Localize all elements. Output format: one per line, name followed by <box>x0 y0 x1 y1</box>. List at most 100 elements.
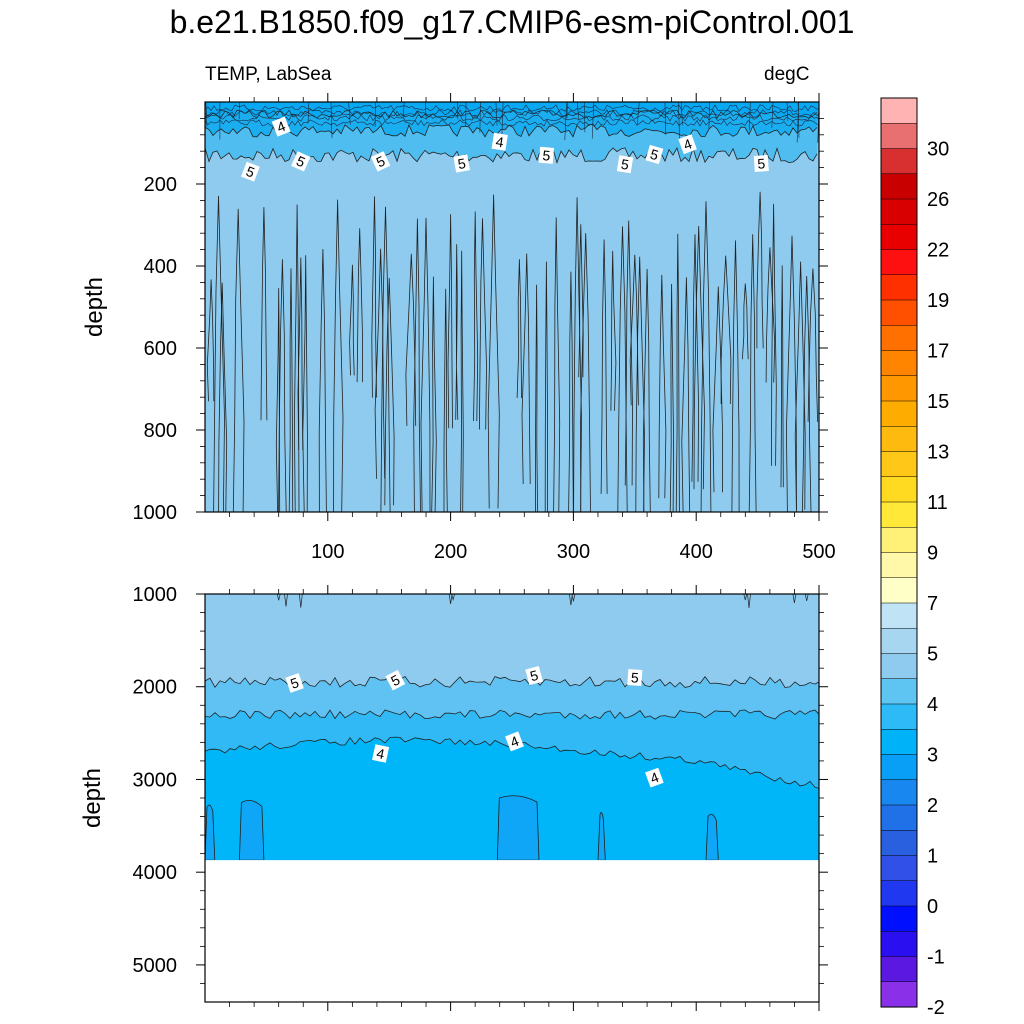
contour-label: 5 <box>645 144 664 165</box>
colorbar-swatch <box>880 400 918 427</box>
x-tick-label: 400 <box>680 541 713 563</box>
units-subtitle: degC <box>764 64 810 85</box>
convection-contour <box>374 248 386 479</box>
x-tick-label: 100 <box>311 541 344 563</box>
contour-label-box <box>370 151 391 172</box>
deep-cold-patch <box>238 799 265 861</box>
contour-line <box>205 104 819 113</box>
contour-line <box>749 102 751 130</box>
convection-contour <box>356 228 363 383</box>
contour-line <box>664 102 667 135</box>
x-tick-label: 200 <box>434 541 467 563</box>
contour-label-box <box>505 731 524 752</box>
y-tick-label: 600 <box>144 338 177 360</box>
contour-line <box>584 102 586 133</box>
contour-label: 5 <box>385 669 406 691</box>
contour-line <box>348 102 351 125</box>
contour-line <box>479 102 481 133</box>
colorbar-swatch <box>880 703 918 730</box>
convection-contour <box>318 248 327 512</box>
colorbar-swatch <box>880 855 918 882</box>
colorbar-label: 17 <box>927 341 949 363</box>
convection-contour <box>333 199 344 512</box>
convection-contour <box>600 239 608 494</box>
convection-contour <box>700 201 712 512</box>
colorbar-swatch <box>880 249 918 276</box>
contour-label-box <box>271 116 291 137</box>
contour-label-box <box>285 673 304 693</box>
convection-contour <box>451 594 455 601</box>
lower-panel: 5 5 5 5 4 4 4 1000 2000 3000 4000 5000 depth <box>79 584 828 1011</box>
lower-y-axis-label: depth <box>79 768 106 828</box>
colorbar: 30 26 22 19 17 15 13 11 9 7 5 4 3 2 1 0 -1 -2 <box>880 97 949 1019</box>
convection-contour <box>284 594 288 607</box>
convection-contour <box>802 275 812 512</box>
convection-contour <box>371 196 377 398</box>
colorbar-swatch <box>880 729 918 756</box>
convection-contour <box>535 284 538 512</box>
contour-label-text: 5 <box>630 669 639 686</box>
convection-contour <box>479 218 487 430</box>
contour-line <box>786 102 789 121</box>
contour-line <box>796 102 799 143</box>
lower-plot-area: 5 5 5 5 4 4 4 <box>205 594 819 1002</box>
colorbar-swatch <box>880 678 918 705</box>
convection-contour <box>516 259 522 399</box>
upper-y-axis-label: depth <box>81 277 108 337</box>
colorbar-label: -1 <box>927 947 945 969</box>
colorbar-swatch <box>880 880 918 907</box>
convection-contour <box>794 261 806 510</box>
convection-contour <box>349 264 355 376</box>
deep-cold-patch <box>496 795 540 861</box>
convection-contour <box>218 282 228 512</box>
contour-label: 5 <box>627 669 643 686</box>
convection-contour <box>553 217 561 512</box>
contour-label-box <box>645 767 664 788</box>
colorbar-swatch <box>880 653 918 680</box>
contour-label-box <box>240 161 260 182</box>
convection-contour <box>579 233 591 512</box>
y-tick-label: 2000 <box>133 677 178 699</box>
contour-label-box <box>372 744 390 763</box>
colorbar-swatch <box>880 501 918 528</box>
convection-contour <box>669 283 675 512</box>
y-tick-label: 1000 <box>133 584 178 606</box>
convection-contour <box>302 255 308 512</box>
chart-title: b.e21.B1850.f09_g17.CMIP6-esm-piControl.… <box>169 4 855 40</box>
contour-label: 4 <box>505 731 524 752</box>
contour-label-box <box>453 154 470 173</box>
y-tick-label: 4000 <box>133 862 178 884</box>
contour-label: 4 <box>678 134 697 155</box>
colorbar-swatch <box>880 299 918 326</box>
colorbar-label: 3 <box>927 745 938 767</box>
contour-line <box>402 102 405 119</box>
contour-label: 5 <box>291 151 311 172</box>
contour-label: 4 <box>271 116 291 137</box>
convection-contour <box>521 253 531 485</box>
convection-contour <box>785 235 797 512</box>
colorbar-swatch <box>880 325 918 352</box>
convection-contour <box>658 274 667 499</box>
colorbar-swatch <box>880 905 918 932</box>
contour-line <box>205 675 819 689</box>
colorbar-label: 4 <box>927 694 938 716</box>
contour-label-text: 4 <box>495 133 505 150</box>
convection-contour <box>544 261 548 512</box>
contour-line <box>307 102 310 124</box>
contour-label-text: 5 <box>620 156 630 173</box>
convection-contour <box>807 268 818 422</box>
colorbar-swatch <box>880 754 918 781</box>
colorbar-label: 15 <box>927 391 949 413</box>
contour-label-text: 5 <box>757 155 766 172</box>
contour-line <box>771 102 774 129</box>
contour-label-text: 4 <box>375 745 386 762</box>
contour-line <box>205 102 208 127</box>
deep-cold-patch <box>205 804 216 861</box>
contour-label-box <box>627 669 643 686</box>
contour-line <box>495 102 498 126</box>
colorbar-swatch <box>880 274 918 301</box>
convection-contour <box>804 594 809 601</box>
contour-label-box <box>291 151 311 172</box>
colorbar-swatch <box>880 779 918 806</box>
